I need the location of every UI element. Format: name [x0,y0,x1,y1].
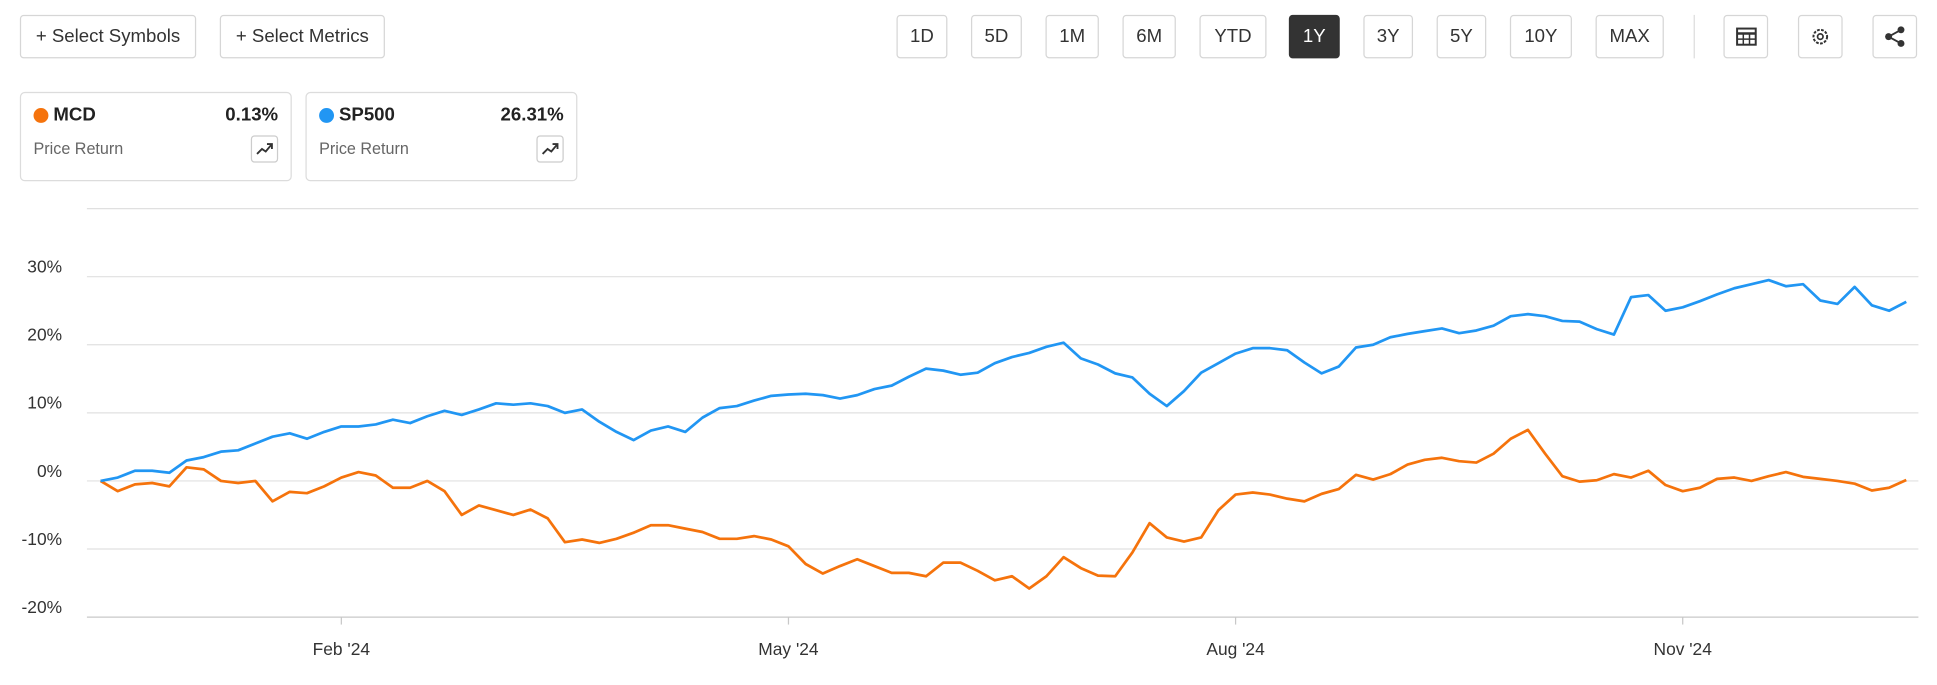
y-tick-label: -20% [22,597,63,617]
legend-card[interactable]: MCD 0.13% Price Return [19,91,292,182]
series-line [100,278,1907,483]
y-tick-label: 30% [27,257,62,277]
trend-button[interactable] [536,135,564,163]
separator [1693,14,1695,59]
trend-button[interactable] [250,135,279,163]
y-tick-label: -10% [22,529,63,549]
x-tick-label: May '24 [758,639,819,659]
select-symbols-button[interactable]: + Select Symbols [19,14,197,59]
x-tick-label: Feb '24 [313,639,371,659]
settings-icon [1812,28,1829,45]
range-button[interactable]: 5D [970,14,1022,59]
legend-metric: Price Return [319,139,409,158]
share-button[interactable] [1872,14,1918,59]
legend-name: SP500 [338,104,395,126]
range-button[interactable]: YTD [1199,14,1267,59]
legend-metric: Price Return [33,139,124,158]
range-button[interactable]: 6M [1122,14,1176,59]
legend-return: 0.13% [225,104,279,126]
range-button[interactable]: 1D [896,14,948,59]
legend-return: 26.31% [500,104,564,126]
table-button[interactable] [1723,14,1769,59]
select-metrics-button[interactable]: + Select Metrics [219,14,385,59]
legend-swatch [319,108,335,123]
range-button[interactable]: 5Y [1436,14,1487,59]
legend-card[interactable]: SP500 26.31% Price Return [305,91,578,182]
range-button[interactable]: 1Y [1288,14,1340,59]
share-icon [1885,26,1905,47]
legend-swatch [33,108,49,123]
trend-icon [256,143,273,155]
x-tick-label: Nov '24 [1654,639,1713,659]
table-icon [1736,27,1757,46]
series-line [99,428,1907,590]
y-tick-label: 20% [27,325,62,345]
range-button[interactable]: MAX [1595,14,1664,59]
range-button[interactable]: 10Y [1509,14,1572,59]
legend-name: MCD [53,104,96,126]
y-tick-label: 10% [27,393,62,413]
range-button[interactable]: 1M [1045,14,1099,59]
settings-button[interactable] [1797,14,1843,59]
trend-icon [541,143,559,155]
range-button[interactable]: 3Y [1363,14,1414,59]
x-tick-label: Aug '24 [1206,639,1265,659]
y-tick-label: 0% [37,461,62,481]
